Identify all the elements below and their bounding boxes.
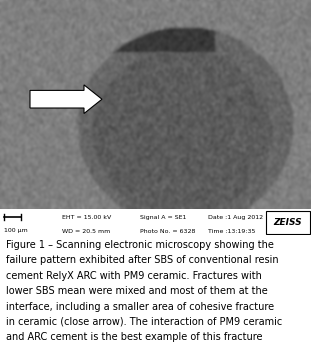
Text: ZEISS: ZEISS	[274, 218, 302, 227]
Text: in ceramic (close arrow). The interaction of PM9 ceramic: in ceramic (close arrow). The interactio…	[6, 317, 282, 327]
Text: Photo No. = 6328: Photo No. = 6328	[140, 229, 195, 234]
Text: interface, including a smaller area of cohesive fracture: interface, including a smaller area of c…	[6, 301, 274, 311]
Text: lower SBS mean were mixed and most of them at the: lower SBS mean were mixed and most of th…	[6, 286, 268, 296]
Text: cement RelyX ARC with PM9 ceramic. Fractures with: cement RelyX ARC with PM9 ceramic. Fract…	[6, 271, 262, 281]
Text: Signal A = SE1: Signal A = SE1	[140, 215, 186, 220]
Text: Time :13:19:35: Time :13:19:35	[208, 229, 256, 234]
Text: WD = 20.5 mm: WD = 20.5 mm	[62, 229, 110, 234]
FancyArrow shape	[30, 85, 102, 113]
Text: and ARC cement is the best example of this fracture: and ARC cement is the best example of th…	[6, 332, 263, 342]
Text: Date :1 Aug 2012: Date :1 Aug 2012	[208, 215, 263, 220]
Text: 100 μm: 100 μm	[4, 228, 28, 233]
Text: Figure 1 – Scanning electronic microscopy showing the: Figure 1 – Scanning electronic microscop…	[6, 240, 274, 250]
Text: EHT = 15.00 kV: EHT = 15.00 kV	[62, 215, 111, 220]
Text: failure pattern exhibited after SBS of conventional resin: failure pattern exhibited after SBS of c…	[6, 256, 279, 266]
